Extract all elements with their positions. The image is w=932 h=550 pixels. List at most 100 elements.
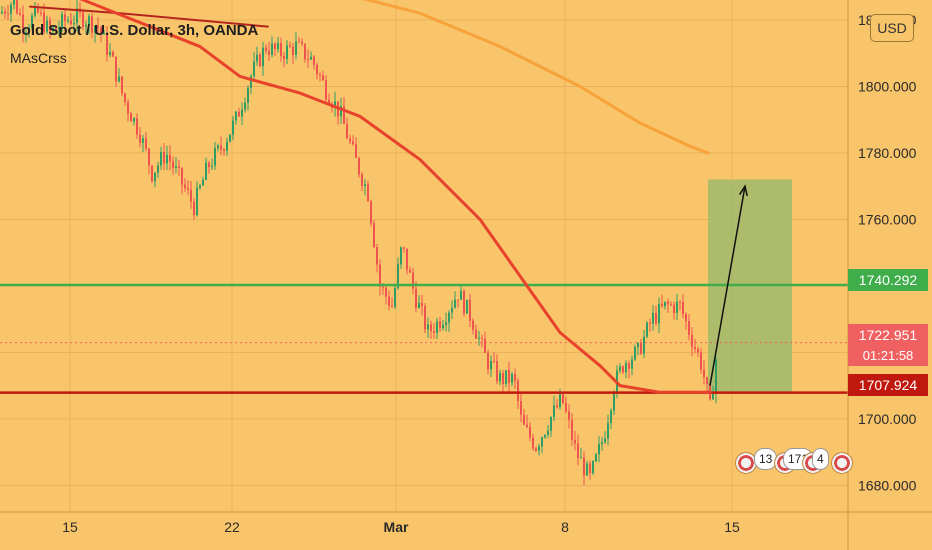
candle-body <box>163 151 165 164</box>
currency-button[interactable]: USD <box>870 14 914 42</box>
candle-body <box>460 290 462 300</box>
candle-body <box>10 4 12 15</box>
candle-body <box>178 166 180 168</box>
candle-body <box>664 301 666 307</box>
candle-body <box>265 47 267 52</box>
candle-body <box>214 148 216 166</box>
target-arrow <box>709 186 746 386</box>
candle-body <box>277 43 279 50</box>
candle-body <box>421 302 423 307</box>
candle-body <box>229 134 231 142</box>
candle-body <box>109 51 111 55</box>
candle-body <box>1 11 3 14</box>
candle-body <box>466 299 468 314</box>
candle-body <box>190 189 192 202</box>
candle-body <box>91 16 93 33</box>
candle-body <box>175 166 177 168</box>
candle-body <box>271 43 273 55</box>
candle-body <box>511 373 513 383</box>
candle-body <box>424 306 426 330</box>
candle-body <box>325 80 327 100</box>
y-tick-label: 1780.000 <box>858 145 917 161</box>
event-count-badge[interactable]: 4 <box>812 448 829 470</box>
candle-body <box>415 288 417 308</box>
candle-body <box>40 12 42 14</box>
candle-body <box>196 187 198 216</box>
candle-body <box>25 32 27 34</box>
series-line-1 <box>79 0 712 394</box>
candle-body <box>439 321 441 329</box>
candle-body <box>523 414 525 425</box>
candle-body <box>667 301 669 305</box>
candle-body <box>430 324 432 332</box>
candle-body <box>82 12 84 27</box>
candle-body <box>562 394 564 404</box>
candle-body <box>361 174 363 186</box>
candle-body <box>334 101 336 108</box>
candle-body <box>502 373 504 385</box>
x-tick-label: 15 <box>62 519 78 535</box>
y-tick-label: 1680.000 <box>858 477 917 493</box>
candle-body <box>517 380 519 402</box>
candle-body <box>52 27 54 32</box>
candle-body <box>124 93 126 103</box>
candle-body <box>295 41 297 55</box>
candle-body <box>469 299 471 321</box>
candle-body <box>484 338 486 353</box>
candle-body <box>184 184 186 188</box>
candle-body <box>232 120 234 135</box>
candle-body <box>22 14 24 33</box>
candle-body <box>550 417 552 431</box>
candle-body <box>34 6 36 16</box>
candle-body <box>520 401 522 415</box>
candle-body <box>244 102 246 110</box>
candle-body <box>304 43 306 60</box>
us-flag-icon[interactable] <box>831 452 853 474</box>
candle-body <box>349 138 351 142</box>
candle-body <box>475 329 477 339</box>
candle-body <box>541 437 543 447</box>
candle-body <box>250 76 252 88</box>
candle-body <box>253 61 255 77</box>
candle-body <box>700 352 702 370</box>
candle-body <box>256 54 258 62</box>
candle-body <box>358 157 360 175</box>
candle-body <box>532 437 534 449</box>
candle-body <box>628 362 630 369</box>
candle-body <box>505 370 507 385</box>
candle-body <box>268 51 270 55</box>
candle-body <box>535 448 537 451</box>
candle-body <box>577 443 579 459</box>
candle-body <box>7 13 9 15</box>
candle-body <box>274 43 276 50</box>
candle-body <box>712 393 714 400</box>
candle-body <box>103 32 105 35</box>
candle-body <box>322 75 324 81</box>
candle-body <box>583 457 585 476</box>
candle-body <box>148 148 150 166</box>
candle-body <box>580 457 582 459</box>
candle-body <box>634 347 636 360</box>
candle-body <box>121 76 123 94</box>
arrow-head <box>738 184 748 197</box>
candle-body <box>451 307 453 313</box>
candle-body <box>496 361 498 382</box>
candle-body <box>643 336 645 354</box>
candle-body <box>289 45 291 47</box>
candle-body <box>4 11 6 14</box>
candle-body <box>457 299 459 301</box>
candle-body <box>670 304 672 306</box>
candle-body <box>154 172 156 182</box>
x-tick-label: 8 <box>561 519 569 535</box>
countdown-badge: 01:21:58 <box>848 346 928 366</box>
candle-body <box>418 302 420 308</box>
x-tick-label: Mar <box>384 519 409 535</box>
indicator-label[interactable]: MAsCrss <box>10 50 67 66</box>
candle-body <box>319 74 321 76</box>
candle-body <box>448 312 450 323</box>
candle-body <box>568 411 570 420</box>
candle-body <box>619 366 621 371</box>
candle-body <box>106 32 108 55</box>
candle-body <box>352 141 354 145</box>
